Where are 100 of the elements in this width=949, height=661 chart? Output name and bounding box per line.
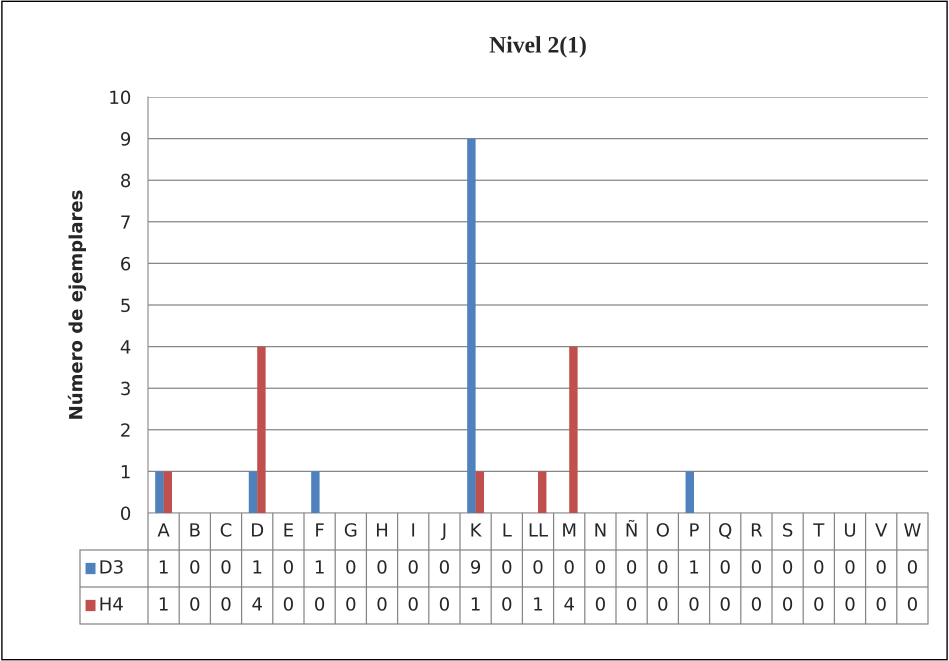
data-label: 0 <box>502 560 512 574</box>
data-label: 0 <box>908 597 917 611</box>
data-label: 0 <box>190 597 200 611</box>
data-label: 0 <box>377 560 387 574</box>
y-tick-label: 8 <box>121 174 130 188</box>
data-label: 0 <box>408 560 418 574</box>
data-label: 0 <box>440 597 449 611</box>
data-label: 0 <box>720 560 730 574</box>
data-label: 0 <box>658 597 668 611</box>
y-tick-label: 4 <box>120 340 130 354</box>
x-tick-label: M <box>563 523 576 536</box>
data-label: 0 <box>221 597 231 611</box>
data-label: 0 <box>876 597 886 611</box>
data-label: 0 <box>689 597 699 611</box>
x-tick-label: O <box>656 523 669 537</box>
data-label: 0 <box>658 560 668 574</box>
data-label: 0 <box>720 597 730 611</box>
data-label: 9 <box>470 560 480 574</box>
data-label: 0 <box>596 597 605 611</box>
x-tick-label: F <box>316 523 324 536</box>
x-tick-label: A <box>158 523 170 536</box>
data-label: 0 <box>908 560 917 574</box>
x-tick-label: Q <box>719 523 732 539</box>
data-label: 0 <box>377 597 387 611</box>
data-label: 0 <box>564 560 574 574</box>
bar <box>311 471 320 513</box>
data-label: 0 <box>783 597 792 611</box>
x-tick-label: W <box>904 523 921 536</box>
y-tick-label: 10 <box>110 90 130 104</box>
bar <box>538 471 546 513</box>
bar <box>164 471 172 513</box>
x-tick-label: D <box>252 523 264 536</box>
y-tick-label: 2 <box>121 423 130 437</box>
bar <box>686 471 694 513</box>
data-label: 0 <box>221 560 231 574</box>
data-label: 0 <box>783 560 792 574</box>
data-label: 0 <box>190 560 200 574</box>
x-tick-label: N <box>595 523 606 536</box>
legend-label: H4 <box>100 597 123 610</box>
x-tick-label: C <box>220 523 232 537</box>
data-label: 0 <box>408 597 418 611</box>
y-tick-label: 0 <box>121 506 130 520</box>
bar <box>569 346 578 513</box>
data-label: 1 <box>690 560 698 574</box>
data-label: 0 <box>533 560 543 574</box>
legend-label: D3 <box>100 560 123 574</box>
x-tick-label: I <box>412 523 414 536</box>
data-label: 0 <box>845 597 855 611</box>
chart-title: Nivel 2(1) <box>490 36 586 58</box>
data-label: 0 <box>502 597 512 611</box>
data-label: 4 <box>564 597 574 610</box>
x-tick-label: G <box>344 523 356 537</box>
x-tick-label: L <box>504 523 512 536</box>
x-tick-label: Ñ <box>626 520 637 536</box>
x-tick-label: T <box>813 523 824 536</box>
x-tick-label: R <box>752 523 762 536</box>
data-label: 1 <box>160 560 168 574</box>
data-label: 4 <box>252 597 262 610</box>
bar <box>476 471 484 513</box>
x-tick-label: U <box>844 523 856 537</box>
x-tick-label: H <box>376 523 388 536</box>
x-tick-label: P <box>690 523 699 536</box>
x-tick-label: K <box>471 523 482 536</box>
y-tick-label: 3 <box>121 382 130 396</box>
data-label: 1 <box>534 597 542 610</box>
data-label: 1 <box>316 560 324 574</box>
data-label: 0 <box>814 597 824 611</box>
data-label: 0 <box>346 560 356 574</box>
data-label: 0 <box>752 560 761 574</box>
data-label: 0 <box>346 597 356 611</box>
data-label: 1 <box>160 597 168 610</box>
x-tick-label: B <box>190 523 200 536</box>
data-label: 0 <box>814 560 824 574</box>
data-label: 0 <box>752 597 761 611</box>
data-label: 0 <box>876 560 886 574</box>
data-label: 0 <box>315 597 324 611</box>
x-tick-label: J <box>440 523 446 540</box>
data-label: 0 <box>627 597 636 611</box>
y-tick-label: 5 <box>121 298 130 312</box>
y-tick-label: 7 <box>121 215 130 229</box>
y-tick-label: 1 <box>122 465 130 478</box>
x-tick-label: V <box>875 523 888 536</box>
y-axis-title: Número de ejemplares <box>68 190 86 419</box>
data-label: 0 <box>627 560 636 574</box>
y-tick-label: 9 <box>120 132 130 146</box>
x-tick-label: E <box>284 523 293 536</box>
data-label: 1 <box>472 597 480 610</box>
data-label: 0 <box>440 560 449 574</box>
x-tick-label: LL <box>530 523 548 536</box>
bar <box>155 471 164 513</box>
bar <box>467 138 476 513</box>
data-label: 1 <box>253 560 262 574</box>
data-label: 0 <box>596 560 605 574</box>
data-label: 0 <box>845 560 855 574</box>
x-tick-label: S <box>783 523 792 537</box>
y-tick-label: 6 <box>121 256 130 271</box>
bar <box>257 346 266 513</box>
data-label: 0 <box>284 560 293 574</box>
bar <box>248 471 258 513</box>
data-label: 0 <box>284 597 293 611</box>
